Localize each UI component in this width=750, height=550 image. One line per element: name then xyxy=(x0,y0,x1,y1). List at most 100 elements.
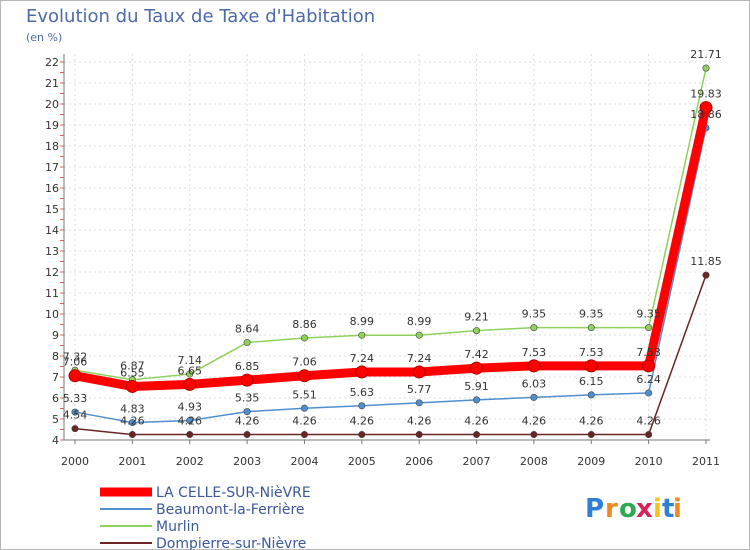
y-tick-label: 22 xyxy=(45,56,59,69)
data-label: 7.53 xyxy=(579,346,604,359)
data-label: 4.26 xyxy=(235,415,260,428)
data-point xyxy=(415,431,423,439)
data-label: 8.99 xyxy=(350,315,375,328)
data-label: 5.91 xyxy=(464,380,489,393)
data-point xyxy=(699,101,713,115)
x-tick-label: 2002 xyxy=(176,455,204,468)
logo-letter: x xyxy=(636,494,653,524)
x-tick-label: 2000 xyxy=(61,455,89,468)
data-label: 7.53 xyxy=(522,346,547,359)
data-point xyxy=(68,369,82,383)
data-label: 7.06 xyxy=(292,356,317,369)
chart-title: Evolution du Taux de Taxe d'Habitation xyxy=(26,6,376,27)
data-point xyxy=(128,431,136,439)
data-label: 5.77 xyxy=(407,383,432,396)
data-point xyxy=(584,359,598,373)
data-point xyxy=(530,324,538,332)
x-tick-label: 2011 xyxy=(692,455,720,468)
data-point xyxy=(645,324,653,332)
data-label: 8.99 xyxy=(407,315,432,328)
y-tick-label: 12 xyxy=(45,266,59,279)
y-tick-label: 19 xyxy=(45,119,59,132)
data-label: 4.83 xyxy=(120,403,145,416)
data-label: 4.54 xyxy=(63,409,88,422)
data-label: 7.53 xyxy=(636,346,661,359)
logo-letter: i xyxy=(653,494,662,524)
y-tick-label: 11 xyxy=(45,287,59,300)
series-line xyxy=(74,127,707,424)
legend-label: Dompierre-sur-Nièvre xyxy=(156,536,306,550)
data-label: 9.35 xyxy=(522,308,547,321)
data-label: 4.26 xyxy=(177,415,202,428)
logo-letter: o xyxy=(619,494,637,524)
data-point xyxy=(186,370,194,378)
data-point xyxy=(186,431,194,439)
data-label: 7.14 xyxy=(177,354,202,367)
data-label: 5.35 xyxy=(235,392,260,405)
x-tick-label: 2007 xyxy=(463,455,491,468)
data-point xyxy=(243,431,251,439)
data-label: 7.06 xyxy=(63,356,88,369)
data-point xyxy=(355,365,369,379)
y-tick-label: 6 xyxy=(52,392,59,405)
data-point xyxy=(702,271,710,279)
x-tick-label: 2006 xyxy=(405,455,433,468)
data-point xyxy=(412,365,426,379)
data-point xyxy=(473,431,481,439)
legend: LA CELLE-SUR-NièVREBeaumont-la-FerrièreM… xyxy=(100,485,311,550)
data-point xyxy=(240,373,254,387)
data-label: 6.15 xyxy=(579,375,604,388)
data-point xyxy=(300,431,308,439)
y-tick-label: 15 xyxy=(45,203,59,216)
series-line xyxy=(74,274,707,436)
data-point xyxy=(358,431,366,439)
data-label: 6.24 xyxy=(636,373,661,386)
data-point xyxy=(300,404,308,412)
chart-subtitle: (en %) xyxy=(26,31,63,44)
data-point xyxy=(587,431,595,439)
data-label: 6.03 xyxy=(522,377,547,390)
y-tick-label: 10 xyxy=(45,308,59,321)
data-point xyxy=(186,416,194,424)
x-tick-label: 2001 xyxy=(118,455,146,468)
y-tick-label: 20 xyxy=(45,98,59,111)
axes: 4 5 6 7 8 9 10 11 12 13 14 15 16 17 18 19 20 21 22 2000 2001… xyxy=(45,54,720,468)
data-label: 4.26 xyxy=(407,415,432,428)
data-label: 18.86 xyxy=(690,108,722,121)
logo-letter: P xyxy=(585,494,604,524)
data-label: 9.35 xyxy=(579,308,604,321)
logo-letter: i xyxy=(673,494,682,524)
y-tick-label: 14 xyxy=(45,224,59,237)
data-label: 4.93 xyxy=(177,400,202,413)
data-label: 9.21 xyxy=(464,311,489,324)
data-point xyxy=(128,419,136,427)
data-point xyxy=(297,369,311,383)
data-label: 4.26 xyxy=(522,415,547,428)
data-label: 11.85 xyxy=(690,255,722,268)
x-tick-label: 2005 xyxy=(348,455,376,468)
data-point xyxy=(415,331,423,339)
x-tick-label: 2009 xyxy=(577,455,605,468)
series-line xyxy=(70,103,711,391)
series-line xyxy=(74,67,707,381)
data-label: 7.24 xyxy=(350,352,375,365)
data-label: 5.51 xyxy=(292,388,317,401)
data-point xyxy=(71,425,79,433)
data-point xyxy=(702,64,710,72)
logo-letter: t xyxy=(662,494,674,524)
data-point xyxy=(530,431,538,439)
data-label: 4.26 xyxy=(579,415,604,428)
data-label: 6.85 xyxy=(235,360,260,373)
data-point xyxy=(645,389,653,397)
data-label: 8.64 xyxy=(235,323,260,336)
data-point xyxy=(358,402,366,410)
data-label: 7.42 xyxy=(464,348,489,361)
y-tick-label: 18 xyxy=(45,140,59,153)
data-point xyxy=(358,331,366,339)
data-label: 8.86 xyxy=(292,318,317,331)
data-point xyxy=(125,379,139,393)
data-label: 19.83 xyxy=(690,88,722,101)
data-label: 7.32 xyxy=(63,350,88,363)
